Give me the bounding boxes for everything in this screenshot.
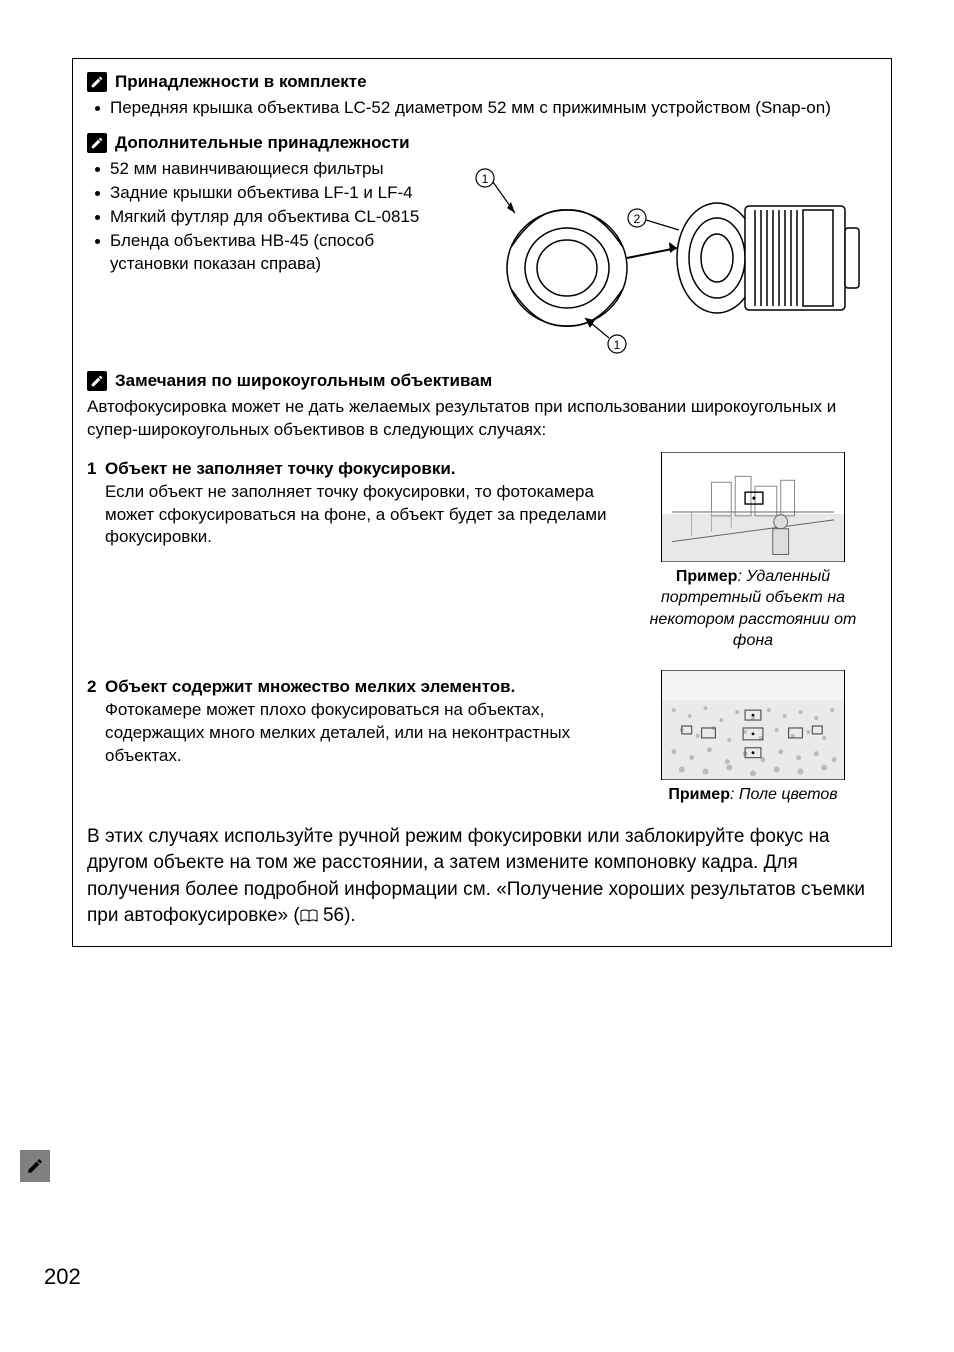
optional-list: 52 мм навинчивающиеся фильтры Задние кры…: [87, 158, 455, 276]
section-header-supplied: Принадлежности в комплекте: [87, 71, 877, 94]
note-row-2: 2 Объект содержит множество мелких элеме…: [87, 670, 877, 806]
list-text: Передняя крышка объектива LC-52 диаметро…: [110, 97, 831, 120]
page-content: Принадлежности в комплекте Передняя крыш…: [0, 0, 954, 987]
info-box: Принадлежности в комплекте Передняя крыш…: [72, 58, 892, 947]
list-item: Передняя крышка объектива LC-52 диаметро…: [91, 97, 877, 120]
bullet-icon: [95, 215, 100, 220]
note-number: 2: [87, 676, 105, 768]
note-body: Если объект не заполняет точку фокусиров…: [105, 482, 607, 547]
note-text: Объект не заполняет точку фокусировки. Е…: [105, 458, 613, 550]
example-desc: : Поле цветов: [730, 786, 838, 803]
example-caption: Пример: Удаленный портретный объект на н…: [629, 566, 877, 652]
supplied-list: Передняя крышка объектива LC-52 диаметро…: [87, 97, 877, 120]
pencil-icon: [87, 72, 107, 92]
note-text: Объект содержит множество мелких элемент…: [105, 676, 613, 768]
book-icon: [300, 905, 318, 932]
list-text: Бленда объектива HB-45 (способ установки…: [110, 230, 455, 276]
pencil-icon: [87, 133, 107, 153]
pencil-icon: [87, 371, 107, 391]
final-paragraph: В этих случаях используйте ручной режим …: [87, 824, 877, 932]
example-block: Пример: Удаленный портретный объект на н…: [629, 452, 877, 652]
note-lead: Объект не заполняет точку фокусировки.: [105, 459, 456, 478]
example-image-flowers: [661, 670, 845, 780]
note-left: 2 Объект содержит множество мелких элеме…: [87, 670, 613, 768]
list-item: 52 мм навинчивающиеся фильтры: [91, 158, 455, 181]
optional-row: 52 мм навинчивающиеся фильтры Задние кры…: [87, 158, 877, 358]
section-title: Принадлежности в комплекте: [115, 71, 367, 94]
svg-text:1: 1: [482, 172, 489, 186]
note-lead: Объект содержит множество мелких элемент…: [105, 677, 515, 696]
final-text-2: 56).: [318, 905, 356, 926]
final-text-1: В этих случаях используйте ручной режим …: [87, 826, 865, 927]
list-text: Мягкий футляр для объектива CL-0815: [110, 206, 419, 229]
bullet-icon: [95, 239, 100, 244]
note-body: Фотокамере может плохо фокусироваться на…: [105, 700, 570, 765]
section-header-optional: Дополнительные принадлежности: [87, 132, 877, 155]
section-header-notes: Замечания по широкоугольным объективам: [87, 370, 877, 393]
numbered-note: 2 Объект содержит множество мелких элеме…: [87, 676, 613, 768]
list-text: 52 мм навинчивающиеся фильтры: [110, 158, 384, 181]
numbered-note: 1 Объект не заполняет точку фокусировки.…: [87, 458, 613, 550]
lens-diagram: 1 2 1: [467, 158, 877, 358]
list-item: Бленда объектива HB-45 (способ установки…: [91, 230, 455, 276]
side-tab-icon: [20, 1150, 50, 1182]
note-number: 1: [87, 458, 105, 550]
list-text: Задние крышки объектива LF-1 и LF-4: [110, 182, 413, 205]
svg-text:1: 1: [614, 338, 621, 352]
bullet-icon: [95, 106, 100, 111]
list-item: Мягкий футляр для объектива CL-0815: [91, 206, 455, 229]
list-item: Задние крышки объектива LF-1 и LF-4: [91, 182, 455, 205]
page-number: 202: [44, 1262, 81, 1292]
optional-left: 52 мм навинчивающиеся фильтры Задние кры…: [87, 158, 455, 358]
svg-text:2: 2: [634, 212, 641, 226]
note-left: 1 Объект не заполняет точку фокусировки.…: [87, 452, 613, 550]
example-block: Пример: Поле цветов: [629, 670, 877, 806]
notes-intro: Автофокусировка может не дать желаемых р…: [87, 396, 877, 442]
bullet-icon: [95, 191, 100, 196]
section-title: Дополнительные принадлежности: [115, 132, 410, 155]
example-image-portrait: [661, 452, 845, 562]
bullet-icon: [95, 167, 100, 172]
note-row-1: 1 Объект не заполняет точку фокусировки.…: [87, 452, 877, 652]
example-label: Пример: [676, 568, 738, 585]
example-label: Пример: [668, 786, 730, 803]
example-caption: Пример: Поле цветов: [668, 784, 837, 806]
section-title: Замечания по широкоугольным объективам: [115, 370, 492, 393]
